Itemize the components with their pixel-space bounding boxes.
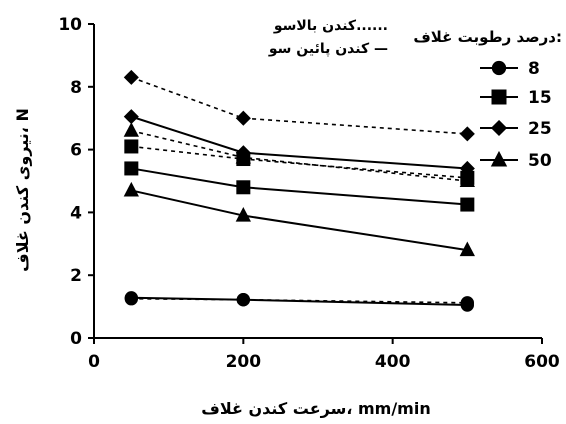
legend-label-50: 50: [528, 151, 552, 171]
series-15-downward-point: [460, 197, 475, 212]
series-50-downward-line: [131, 189, 468, 252]
downward-style-label: کندن پائین سو —: [268, 41, 388, 57]
legend-label-15: 15: [528, 88, 552, 108]
chart-series-lines: [131, 76, 468, 307]
series-50-upward-point: [123, 122, 139, 137]
chart-markers: [123, 69, 475, 312]
x-tick-label: 400: [375, 352, 411, 372]
series-50-upward-point: [459, 172, 475, 188]
series-25-upward-point: [235, 110, 251, 126]
y-tick-label: 10: [58, 15, 82, 35]
chart-axes: 0 200 400 600 0 2 4 6 8 10: [58, 15, 560, 372]
upward-style-label: کندن بالاسو......: [273, 18, 388, 34]
y-tick-label: 6: [70, 141, 82, 161]
series-15-downward-point: [236, 180, 251, 195]
legend-label-8: 8: [528, 59, 540, 79]
chart-legend: 8 15 25 50: [480, 59, 552, 171]
series-8-downward-line: [131, 296, 468, 307]
y-tick-label: 8: [70, 78, 82, 98]
series-25-upward-point: [123, 69, 139, 85]
series-50-downward-point: [459, 241, 475, 257]
series-50-downward-point: [123, 181, 139, 197]
x-axis-label: سرعت کندن غلاف، mm/min: [201, 399, 430, 418]
y-tick-label: 0: [70, 329, 82, 349]
series-8-downward-point: [236, 293, 251, 307]
series-8-downward-point: [124, 291, 139, 305]
legend-marker-8: [491, 60, 507, 76]
x-tick-label: 0: [88, 352, 100, 372]
series-8-downward-point: [460, 298, 475, 312]
series-25-upward-line: [131, 76, 468, 135]
legend-title: درصد رطوبت غلاف:: [413, 28, 562, 46]
series-50-upward-point: [235, 148, 251, 164]
legend-marker-15: [491, 89, 507, 105]
series-15-upward-point: [124, 139, 139, 154]
series-15-downward-line: [131, 167, 468, 206]
y-tick-label: 4: [70, 203, 82, 223]
series-15-downward-point: [124, 161, 139, 176]
y-tick-label: 2: [70, 266, 82, 286]
series-50-downward-point: [235, 206, 251, 222]
legend-label-25: 25: [528, 119, 552, 139]
x-tick-label: 600: [524, 352, 560, 372]
series-25-downward-point: [123, 109, 139, 125]
y-axis-label: نیروی کندن غلاف، N: [13, 108, 32, 272]
legend-marker-25: [490, 119, 508, 137]
series-25-upward-point: [459, 126, 475, 142]
legend-marker-50: [490, 150, 508, 167]
series-15-upward-line: [131, 145, 468, 179]
x-tick-label: 200: [226, 352, 262, 372]
